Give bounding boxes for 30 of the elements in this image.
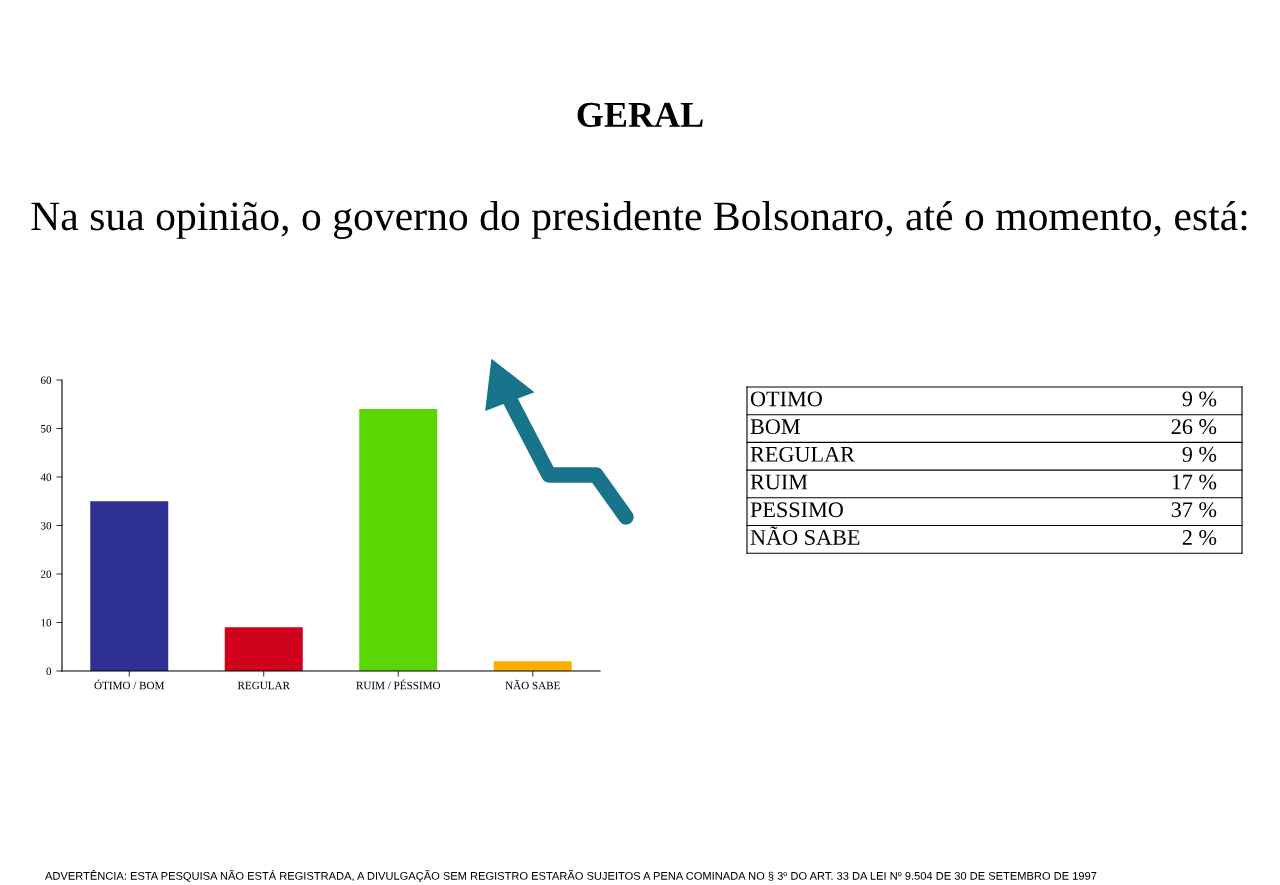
data-label: 26 % — [1171, 419, 1217, 435]
y-tick-label: 30 — [41, 521, 52, 530]
data-label: 9 % — [1182, 391, 1217, 407]
x-tick-label: RUIM / PÉSSIMO — [356, 679, 441, 690]
bar — [359, 409, 438, 671]
bar — [224, 627, 303, 671]
category-label: OTIMO — [750, 391, 822, 407]
data-label: 37 % — [1171, 502, 1217, 518]
y-tick-label: 20 — [40, 570, 52, 578]
y-tick-label: 0 — [46, 667, 52, 675]
data-label: 9 % — [1182, 446, 1217, 462]
chart-title: GERAL — [577, 102, 703, 128]
bar — [90, 501, 169, 671]
category-label: REGULAR — [750, 446, 855, 462]
y-tick-label: 60 — [40, 376, 52, 384]
category-label: NÃO SABE — [750, 526, 860, 545]
chart-subtitle: Na sua opinião, o governo do presidente Bolsonaro, até o momento, está: — [31, 201, 1247, 239]
bar — [493, 661, 572, 671]
data-label: 17 % — [1172, 474, 1217, 490]
y-tick-label: 50 — [41, 424, 52, 433]
data-label: 2 % — [1182, 529, 1217, 545]
category-label: BOM — [750, 419, 800, 435]
y-tick-label: 40 — [40, 473, 52, 481]
x-tick-label: ÓTIMO / BOM — [94, 679, 165, 690]
text: ADVERTÊNCIA: ESTA PESQUISA NÃO ESTÁ REGISTRADA, A DIVULGAÇÃO SEM REGISTRO ESTARÃO SUJEITOS A PENA COMINADA NO § 3º DO ART. 33 DA LEI Nº 9.504 DE 30 DE SETEMBRO DE 1997 — [45, 869, 1097, 883]
x-tick-label: REGULAR — [237, 681, 290, 690]
category-label: RUIM — [750, 474, 808, 490]
category-label: PESSIMO — [750, 502, 843, 518]
y-tick-label: 10 — [41, 618, 52, 627]
x-tick-label: NÃO SABE — [505, 679, 560, 690]
